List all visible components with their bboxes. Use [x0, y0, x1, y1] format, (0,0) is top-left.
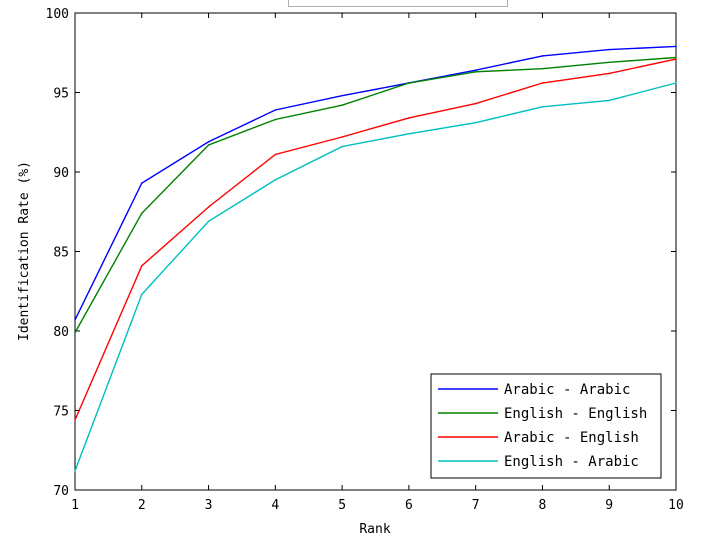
- data-point: [675, 82, 677, 84]
- y-tick-label: 95: [53, 87, 69, 102]
- data-point: [274, 153, 277, 156]
- data-point: [675, 45, 677, 48]
- data-point: [207, 140, 210, 143]
- data-point: [274, 118, 277, 121]
- data-point: [341, 136, 343, 138]
- data-point: [140, 182, 143, 184]
- x-tick-label: 10: [668, 498, 684, 513]
- y-tick-label: 90: [53, 166, 69, 181]
- data-point: [74, 419, 76, 421]
- data-point: [474, 71, 477, 73]
- data-point: [541, 82, 544, 84]
- x-tick-label: 4: [271, 498, 279, 513]
- data-point: [474, 121, 477, 124]
- y-axis-label: Identification Rate (%): [17, 161, 32, 341]
- data-point: [541, 55, 544, 57]
- legend-entry: English - Arabic: [504, 454, 639, 470]
- x-tick-label: 6: [405, 498, 413, 513]
- x-tick-label: 8: [539, 498, 547, 513]
- legend: Arabic - Arabic English - English Arabic -…: [430, 373, 662, 479]
- data-point: [274, 179, 277, 181]
- legend-entry: English - English: [504, 406, 647, 422]
- data-point: [140, 212, 143, 215]
- title-stub: [288, 0, 508, 7]
- x-axis-label: Rank: [359, 522, 390, 537]
- data-point: [408, 133, 410, 135]
- x-tick-label: 5: [338, 498, 346, 513]
- x-tick-label: 2: [138, 498, 146, 513]
- data-point: [608, 72, 611, 75]
- y-tick-label: 75: [53, 405, 69, 420]
- legend-entry: Arabic - English: [504, 430, 639, 446]
- x-tick-label: 3: [205, 498, 213, 513]
- x-tick-label: 1: [71, 498, 79, 513]
- series-line-4: [74, 82, 677, 472]
- legend-entry: Arabic - Arabic: [504, 382, 630, 398]
- data-point: [541, 67, 544, 70]
- data-point: [274, 109, 277, 111]
- y-tick-label: 70: [53, 484, 69, 499]
- y-tick-label: 100: [46, 7, 69, 22]
- data-point: [408, 117, 410, 119]
- data-point: [207, 220, 210, 223]
- series-line-1: [74, 45, 677, 321]
- data-point: [341, 94, 343, 97]
- series-line-3: [74, 58, 677, 421]
- data-point: [74, 319, 76, 321]
- data-point: [341, 145, 343, 148]
- data-point: [541, 106, 544, 108]
- data-point: [608, 48, 611, 51]
- data-point: [74, 470, 76, 472]
- data-point: [140, 293, 143, 296]
- data-point: [474, 69, 477, 72]
- data-point: [341, 104, 343, 107]
- y-tick-label: 85: [53, 246, 69, 261]
- series-line-2: [74, 56, 677, 333]
- data-point: [474, 102, 477, 105]
- x-tick-label: 9: [605, 498, 613, 513]
- data-point: [140, 265, 143, 267]
- data-point: [408, 82, 410, 84]
- axis-ticks: 1 2 3 4 5 6 7 8 9 10 70 75 80 85 90 95 100: [46, 7, 684, 513]
- data-point: [207, 206, 210, 208]
- data-point: [675, 56, 677, 59]
- data-point: [207, 144, 210, 146]
- y-tick-label: 80: [53, 325, 69, 340]
- x-tick-label: 7: [472, 498, 480, 513]
- data-point: [74, 331, 76, 334]
- series-lines: [74, 45, 677, 472]
- data-point: [608, 61, 611, 64]
- data-point: [675, 58, 677, 60]
- data-point: [608, 99, 611, 102]
